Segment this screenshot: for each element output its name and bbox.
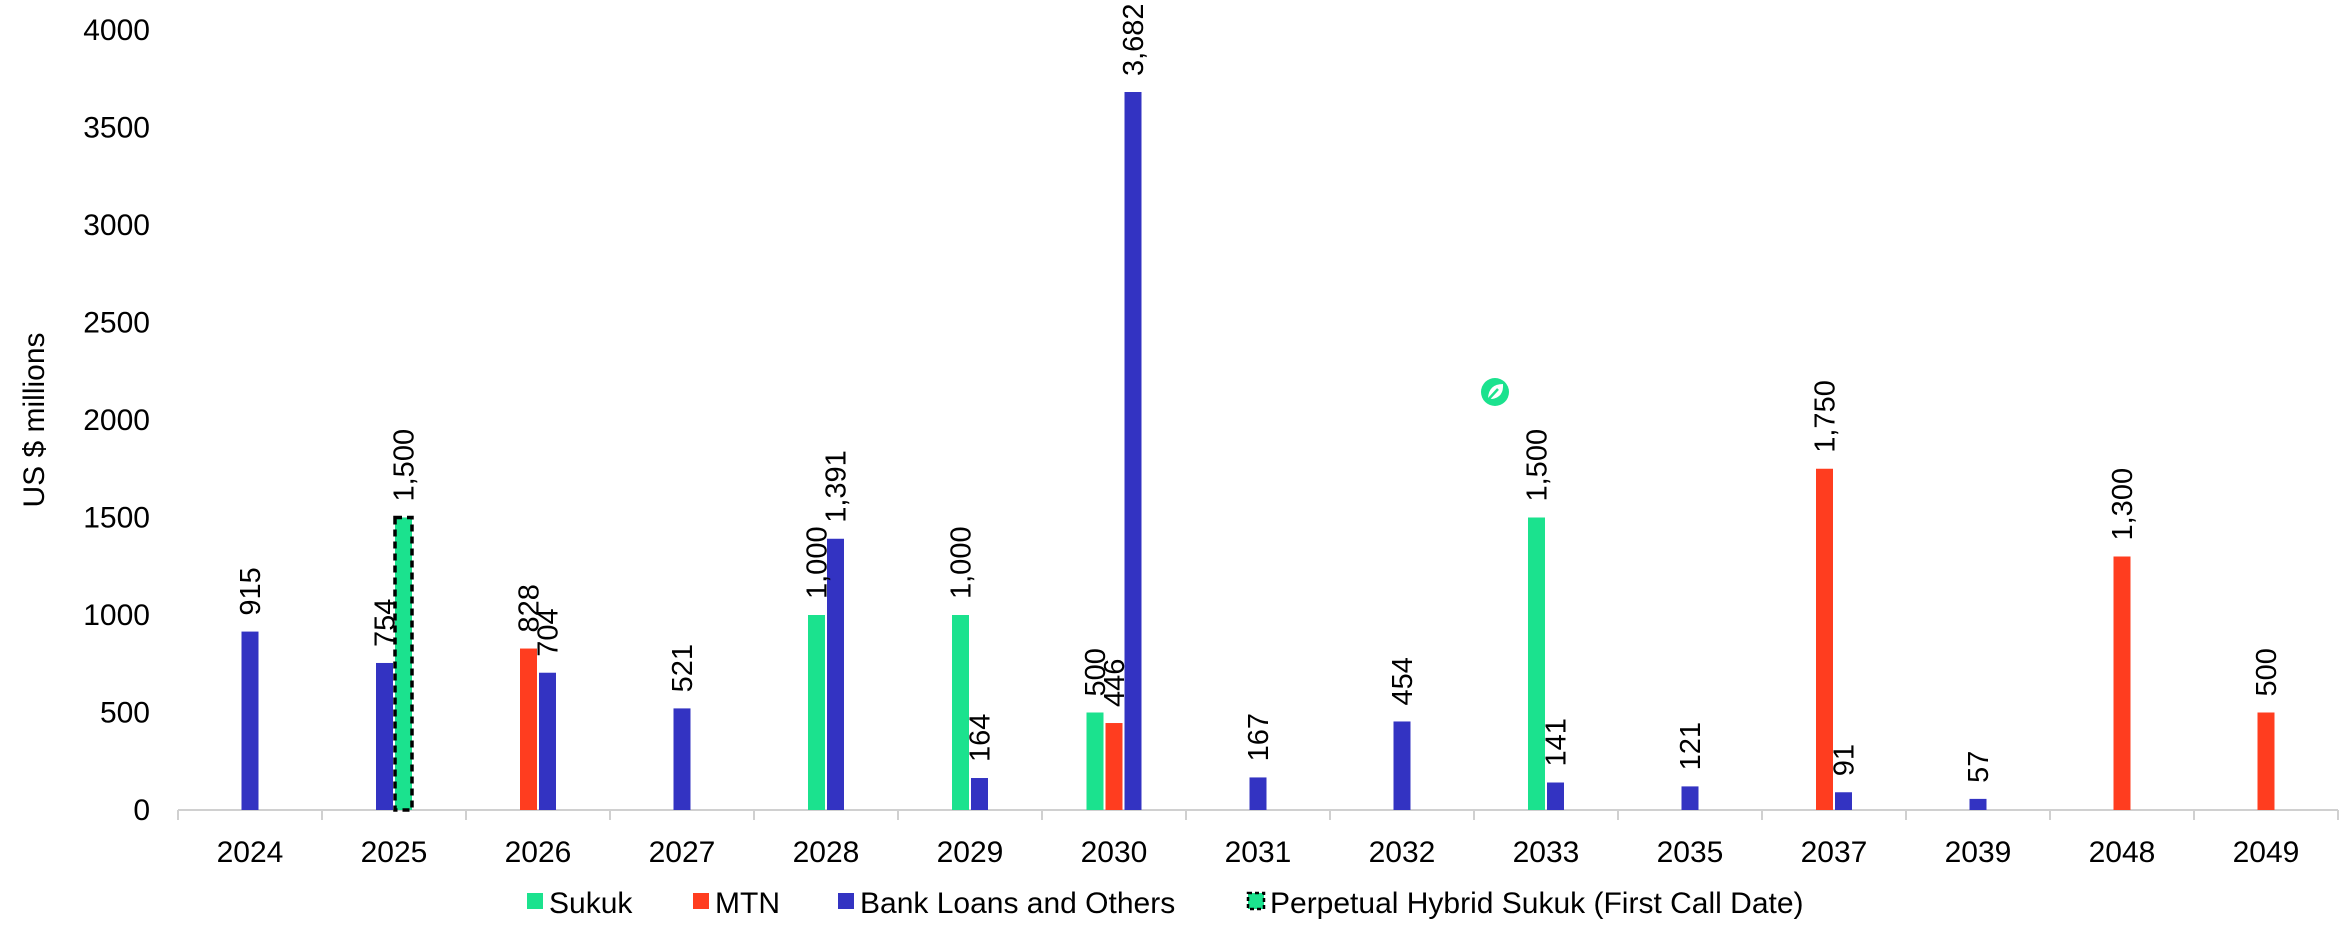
bar-bank-loans-and-others-2029	[971, 778, 988, 810]
y-tick-label: 3000	[83, 209, 150, 242]
x-tick-label: 2031	[1225, 836, 1292, 869]
data-label-bank-loans-and-others-2028: 1,391	[821, 450, 853, 523]
bar-perpetual-hybrid-sukuk-first-call-date-2025	[393, 515, 414, 812]
data-label-mtn-2030: 446	[1099, 659, 1131, 707]
data-label-mtn-2048: 1,300	[2107, 468, 2139, 541]
x-tick-label: 2029	[937, 836, 1004, 869]
x-tick-label: 2027	[649, 836, 716, 869]
bar-bank-loans-and-others-2024	[241, 631, 259, 810]
data-label-sukuk-2029: 1,000	[946, 526, 978, 599]
bar-bank-loans-and-others-2030	[1124, 92, 1142, 810]
data-label-sukuk-2033: 1,500	[1522, 429, 1554, 502]
legend-label: Perpetual Hybrid Sukuk (First Call Date)	[1270, 887, 1804, 920]
axes-layer: 0 500 1000 1500 2000 2500 3000 3500 4000 2024 2025…	[83, 14, 2339, 869]
bar-bank-loans-and-others-2033	[1547, 782, 1564, 810]
legend-label: Bank Loans and Others	[860, 887, 1175, 920]
bar-bank-loans-and-others-2039	[1969, 798, 1987, 810]
bar-bank-loans-and-others-2026	[539, 672, 556, 810]
y-tick-label: 1000	[83, 599, 150, 632]
y-tick-label: 500	[100, 697, 150, 730]
data-label-sukuk-2028: 1,000	[802, 526, 834, 599]
data-label-bank-loans-and-others-2026: 704	[533, 608, 565, 656]
legend-item-bank-loans-and-others: Bank Loans and Others	[838, 887, 1175, 920]
legend-item-sukuk: Sukuk	[527, 887, 633, 920]
data-label-bank-loans-and-others-2033: 141	[1541, 718, 1573, 766]
x-tick-label: 2048	[2089, 836, 2156, 869]
bar-mtn-2037	[1816, 468, 1833, 810]
legend-swatch	[693, 893, 709, 909]
x-tick-label: 2039	[1945, 836, 2012, 869]
x-tick-label: 2025	[361, 836, 428, 869]
y-tick-label: 0	[133, 794, 150, 827]
bar-mtn-2026	[520, 648, 537, 810]
bar-sukuk-2033	[1528, 517, 1545, 810]
leaf-icon	[1481, 378, 1509, 406]
bar-bank-loans-and-others-2031	[1249, 777, 1267, 810]
y-axis-title: US $ millions	[18, 332, 51, 507]
y-tick-label: 2500	[83, 307, 150, 340]
x-tick-label: 2035	[1657, 836, 1724, 869]
legend-label: Sukuk	[549, 887, 633, 920]
y-tick-label: 3500	[83, 112, 150, 145]
y-tick-label: 4000	[83, 14, 150, 47]
data-labels-layer: 9157541,5008287045211,0001,3911,00016450…	[235, 3, 2283, 782]
x-tick-label: 2049	[2233, 836, 2300, 869]
bar-bank-loans-and-others-2025	[376, 662, 393, 810]
bar-bank-loans-and-others-2027	[673, 708, 691, 810]
legend-swatch	[838, 893, 854, 909]
bar-bank-loans-and-others-2035	[1681, 786, 1699, 810]
bars-layer	[241, 92, 2275, 812]
legend-swatch	[1246, 891, 1266, 911]
bar-mtn-2049	[2257, 712, 2275, 810]
data-label-perpetual-hybrid-sukuk-first-call-date-2025: 1,500	[389, 429, 421, 502]
bar-sukuk-2030	[1086, 712, 1104, 810]
data-label-bank-loans-and-others-2030: 3,682	[1118, 3, 1150, 76]
data-label-bank-loans-and-others-2037: 91	[1829, 744, 1861, 776]
data-label-bank-loans-and-others-2032: 454	[1387, 657, 1419, 705]
bar-sukuk-2028	[808, 615, 825, 810]
legend-swatch	[527, 893, 543, 909]
bar-mtn-2030	[1105, 723, 1123, 810]
data-label-bank-loans-and-others-2027: 521	[667, 644, 699, 692]
bar-bank-loans-and-others-2028	[827, 538, 844, 810]
y-tick-label: 1500	[83, 502, 150, 535]
x-tick-label: 2028	[793, 836, 860, 869]
data-label-mtn-2026: 828	[514, 584, 546, 632]
bar-bank-loans-and-others-2032	[1393, 721, 1411, 810]
data-label-bank-loans-and-others-2025: 754	[370, 599, 402, 647]
bar-mtn-2048	[2113, 556, 2131, 810]
legend-item-mtn: MTN	[693, 887, 780, 920]
x-tick-label: 2032	[1369, 836, 1436, 869]
data-label-bank-loans-and-others-2024: 915	[235, 567, 267, 615]
bar-sukuk-2029	[952, 615, 969, 810]
x-tick-label: 2033	[1513, 836, 1580, 869]
data-label-bank-loans-and-others-2039: 57	[1963, 751, 1995, 783]
x-tick-label: 2024	[217, 836, 284, 869]
legend-label: MTN	[715, 887, 780, 920]
data-label-mtn-2037: 1,750	[1810, 380, 1842, 453]
data-label-bank-loans-and-others-2031: 167	[1243, 713, 1275, 761]
y-tick-label: 2000	[83, 404, 150, 437]
data-label-mtn-2049: 500	[2251, 648, 2283, 696]
x-tick-label: 2037	[1801, 836, 1868, 869]
data-label-bank-loans-and-others-2029: 164	[965, 714, 997, 762]
data-label-bank-loans-and-others-2035: 121	[1675, 722, 1707, 770]
bar-bank-loans-and-others-2037	[1835, 792, 1852, 810]
legend-item-perpetual-hybrid-sukuk-first-call-date: Perpetual Hybrid Sukuk (First Call Date)	[1246, 887, 1804, 920]
x-tick-label: 2030	[1081, 836, 1148, 869]
x-tick-label: 2026	[505, 836, 572, 869]
legend: Sukuk MTN Bank Loans and Others Perpetual H…	[527, 887, 1804, 920]
data-label-sukuk-2030: 500	[1080, 648, 1112, 696]
